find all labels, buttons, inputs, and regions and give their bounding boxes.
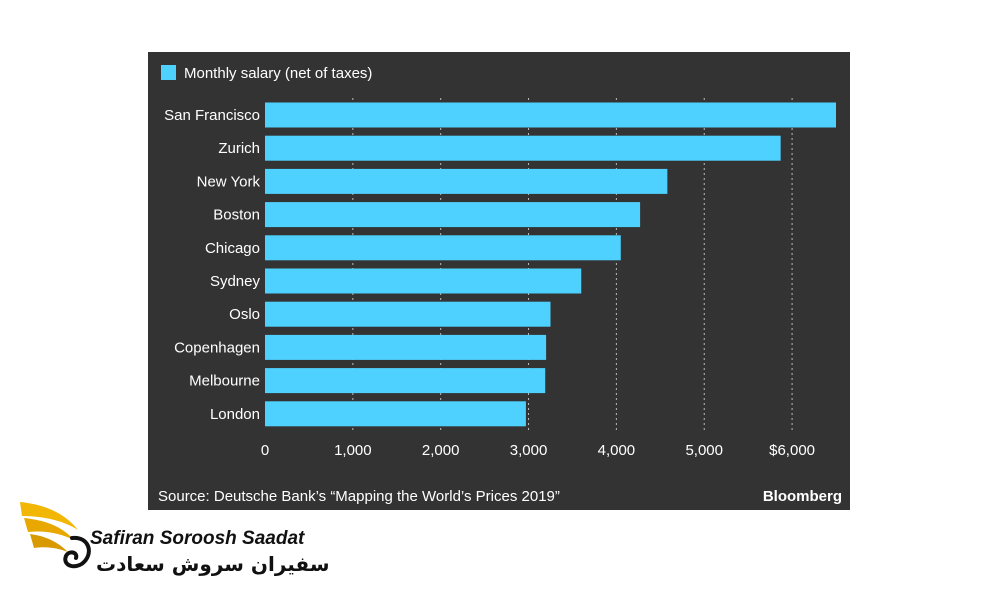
bar <box>265 168 668 194</box>
bar <box>265 235 621 261</box>
bar <box>265 268 582 294</box>
bar-chart: San Francisco Zurich New York Boston Chicago… <box>158 65 842 505</box>
category-label: Boston <box>213 207 260 224</box>
watermark-name-en: Safiran Soroosh Saadat <box>90 528 305 549</box>
bars <box>265 102 836 427</box>
x-tick-labels: 0 1,000 2,000 3,000 4,000 5,000 $6,000 <box>261 442 815 459</box>
bar <box>265 202 641 228</box>
bar <box>265 401 526 427</box>
category-label: Zurich <box>218 140 260 157</box>
x-tick-label: 0 <box>261 442 269 459</box>
category-label: New York <box>197 173 261 190</box>
category-label: Sydney <box>210 273 261 290</box>
category-label: Copenhagen <box>174 339 260 356</box>
bar <box>265 102 836 128</box>
legend-label: Monthly salary (net of taxes) <box>184 65 372 82</box>
bar <box>265 301 551 327</box>
category-label: Melbourne <box>189 373 260 390</box>
x-tick-label: 3,000 <box>510 442 548 459</box>
category-labels: San Francisco Zurich New York Boston Chicago… <box>164 107 260 423</box>
legend-swatch <box>161 65 176 80</box>
golden-wing-logo-icon <box>20 502 91 569</box>
bar <box>265 135 781 161</box>
safiran-watermark: Safiran Soroosh Saadat سفیران سروش سعادت <box>12 490 330 590</box>
source-note: Source: Deutsche Bank’s “Mapping the Wor… <box>158 488 560 505</box>
category-label: Chicago <box>205 240 260 257</box>
x-tick-label: 5,000 <box>685 442 723 459</box>
x-tick-label: 4,000 <box>598 442 636 459</box>
category-label: Oslo <box>229 306 260 323</box>
bar <box>265 368 546 394</box>
x-tick-label: 2,000 <box>422 442 460 459</box>
x-tick-label: 1,000 <box>334 442 372 459</box>
chart-panel: San Francisco Zurich New York Boston Chicago… <box>148 52 850 510</box>
category-label: London <box>210 406 260 423</box>
watermark-name-fa: سفیران سروش سعادت <box>96 552 330 576</box>
bloomberg-logo: Bloomberg <box>763 488 842 505</box>
bar <box>265 334 547 360</box>
category-label: San Francisco <box>164 107 260 124</box>
x-tick-label: $6,000 <box>769 442 815 459</box>
